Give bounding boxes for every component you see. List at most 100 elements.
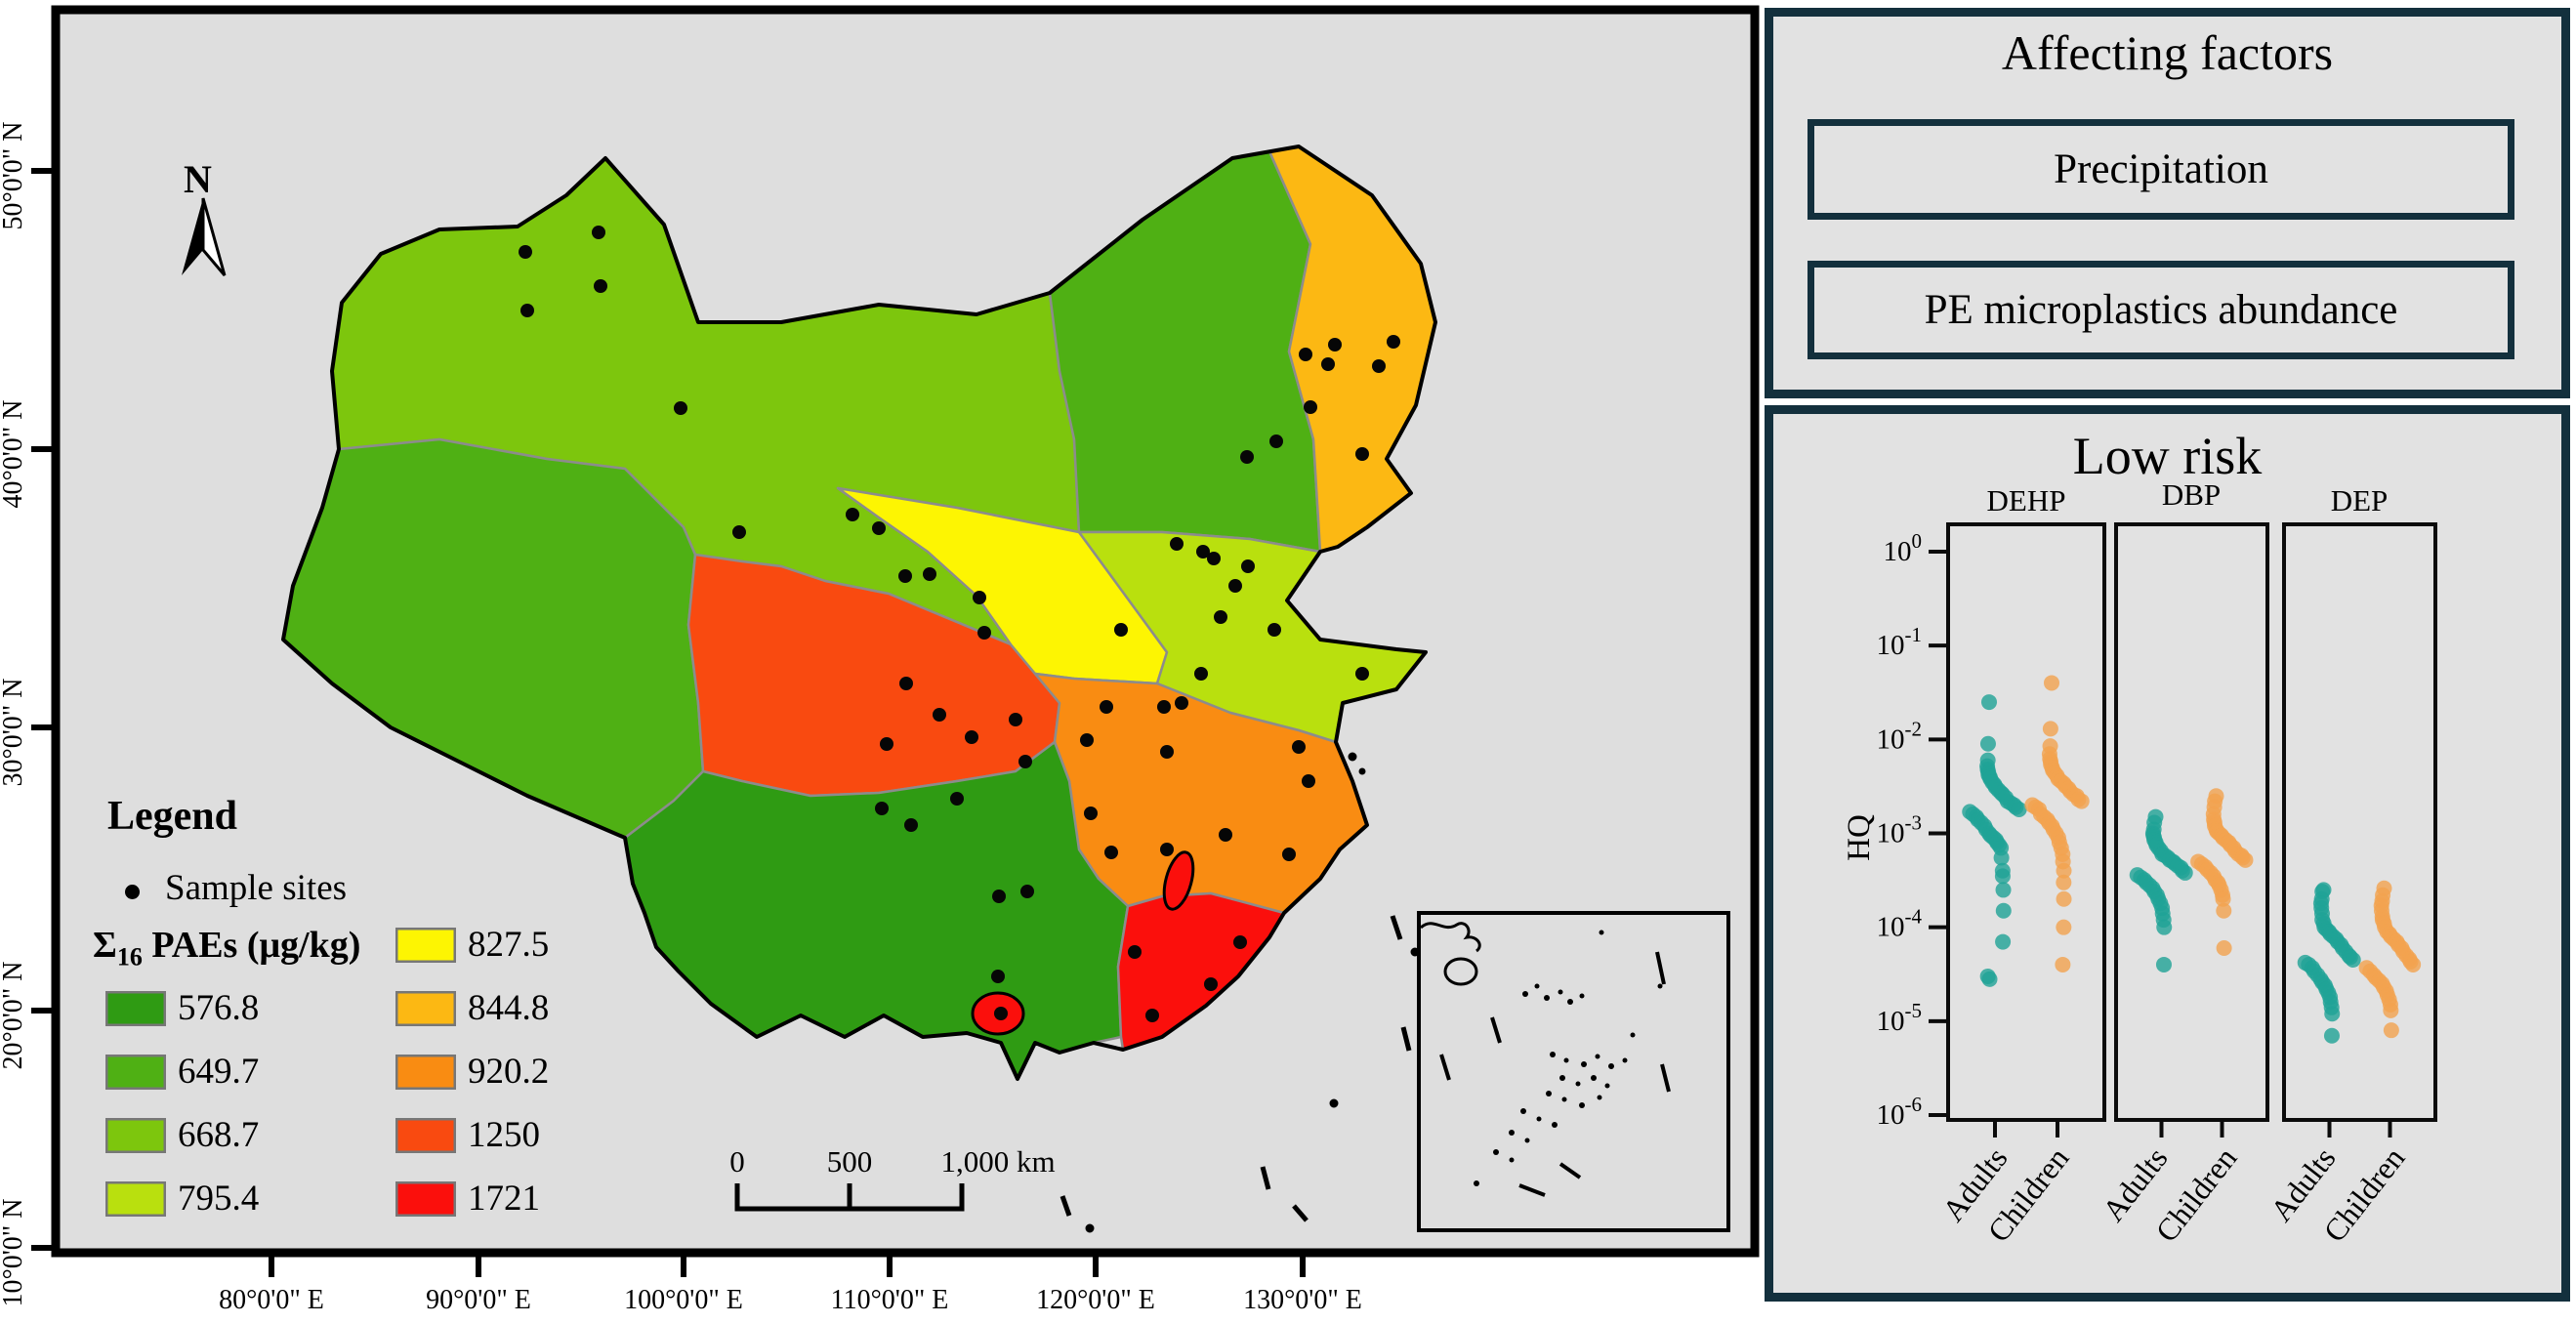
sample-site-dot xyxy=(846,508,859,521)
sample-site-dot xyxy=(1145,1009,1159,1022)
hq-point xyxy=(2011,801,2027,817)
hq-x-ticks xyxy=(1993,1120,2392,1138)
sample-site-dot xyxy=(899,677,913,690)
sample-site-dot xyxy=(1233,935,1247,949)
svg-text:50°0'0" N: 50°0'0" N xyxy=(0,122,28,230)
hq-point xyxy=(2216,902,2232,919)
sample-site-dot xyxy=(1282,848,1296,861)
sample-site-dot xyxy=(1321,357,1335,371)
hq-point xyxy=(2056,890,2072,907)
map-y-axis-labels: 50°0'0" N 40°0'0" N 30°0'0" N 20°0'0" N … xyxy=(0,122,28,1307)
hq-point xyxy=(1995,882,2012,898)
factor-pe-microplastics: PE microplastics abundance xyxy=(1807,261,2514,359)
hq-point xyxy=(2237,851,2254,868)
sample-site-dot xyxy=(1194,667,1208,681)
hq-point xyxy=(1993,849,2010,866)
sample-site-dot xyxy=(520,304,534,317)
low-risk-panel: DEHP DBP DEP HQ 100 10-1 10-2 10-3 10-4 10-5 1… xyxy=(1765,405,2570,1302)
sample-site-dot xyxy=(1214,610,1227,624)
sample-site-dot xyxy=(1128,945,1142,959)
sample-site-dot xyxy=(1175,696,1188,710)
sample-site-dot xyxy=(1372,359,1386,373)
affecting-factors-panel: Affecting factors Precipitation PE micro… xyxy=(1765,8,2570,398)
svg-text:20°0'0" N: 20°0'0" N xyxy=(0,962,28,1070)
sample-site-dot xyxy=(898,569,912,583)
sample-site-dot xyxy=(991,970,1005,983)
sample-site-dot xyxy=(519,245,532,259)
sample-site-dot xyxy=(1292,740,1306,754)
sample-site-dot xyxy=(1267,623,1281,637)
hq-point xyxy=(1981,971,1998,987)
y-tick-label: 10-5 xyxy=(1877,999,1923,1037)
dehp-plot-box xyxy=(1946,522,2106,1122)
sample-site-dot xyxy=(1084,807,1098,820)
hq-point xyxy=(2383,1002,2399,1018)
hq-point xyxy=(1995,933,2012,950)
hq-point xyxy=(2345,952,2361,969)
sample-site-dot xyxy=(1157,700,1171,714)
sample-site-dot xyxy=(1302,774,1315,788)
factor-precipitation: Precipitation xyxy=(1807,119,2514,220)
svg-text:1,000 km: 1,000 km xyxy=(940,1144,1055,1179)
sample-site-dot xyxy=(674,401,687,415)
sample-site-dot xyxy=(732,525,746,539)
inset-islands xyxy=(1474,930,1663,1186)
hq-point xyxy=(1979,735,1996,752)
hq-point xyxy=(2155,956,2172,972)
south-china-sea-inset xyxy=(1417,911,1730,1232)
hq-group-labels: Adults Children Adults Children Adults C… xyxy=(1935,1140,2412,1248)
svg-text:100°0'0" E: 100°0'0" E xyxy=(624,1285,743,1315)
sample-site-dot xyxy=(977,626,991,640)
sample-site-dot xyxy=(1020,885,1034,898)
sample-site-dot xyxy=(1241,559,1255,573)
hq-axis-label: HQ xyxy=(1842,814,1877,861)
dbp-title: DBP xyxy=(2162,477,2221,512)
sample-site-dot xyxy=(1304,400,1317,414)
china-outline xyxy=(281,145,1437,1081)
sample-site-dot xyxy=(904,818,918,832)
svg-text:130°0'0" E: 130°0'0" E xyxy=(1243,1285,1362,1315)
hq-point xyxy=(2324,1006,2341,1022)
hq-scatter-chart: DEHP DBP DEP HQ 10010-110-210-310-410-51… xyxy=(1842,477,2437,1249)
sample-site-dot xyxy=(1018,755,1032,768)
y-tick-label: 10-2 xyxy=(1877,717,1923,755)
y-tick-label: 100 xyxy=(1884,529,1923,567)
dbp-plot-box xyxy=(2114,522,2269,1122)
hq-point xyxy=(2323,1027,2340,1044)
sample-sites-layer xyxy=(519,226,1400,1022)
sample-site-dot xyxy=(872,521,886,535)
sample-site-dot xyxy=(1328,338,1342,352)
sample-site-dot xyxy=(1160,843,1174,856)
sample-site-dot xyxy=(1100,700,1113,714)
svg-text:120°0'0" E: 120°0'0" E xyxy=(1036,1285,1155,1315)
sample-site-dot xyxy=(994,1007,1008,1020)
svg-text:500: 500 xyxy=(827,1144,873,1179)
hq-point xyxy=(2156,919,2173,935)
sample-site-dot xyxy=(1355,667,1369,681)
svg-text:110°0'0" E: 110°0'0" E xyxy=(831,1285,949,1315)
dehp-title: DEHP xyxy=(1987,483,2066,517)
sample-site-dot xyxy=(950,792,964,806)
sample-site-dot xyxy=(1228,579,1242,593)
sample-site-dot xyxy=(1219,828,1232,842)
hq-point xyxy=(2056,874,2072,890)
sample-site-dot xyxy=(1080,733,1094,747)
hq-y-ticks: 100 10-1 10-2 10-3 10-4 10-5 10-6 xyxy=(1877,529,1948,1131)
map-axis-ticks xyxy=(31,168,1306,1277)
low-risk-title: Low risk xyxy=(2072,427,2263,485)
sample-site-dot xyxy=(1009,713,1022,726)
sample-site-dot xyxy=(1299,348,1312,361)
sample-site-dot xyxy=(594,279,607,293)
sample-site-dot xyxy=(1204,977,1218,991)
hq-point xyxy=(1994,868,2011,885)
scale-bar: 0 500 1,000 km xyxy=(729,1144,1056,1212)
north-arrow-icon: N xyxy=(182,157,227,276)
hq-point xyxy=(1995,902,2012,919)
sample-site-dot xyxy=(923,567,936,581)
hq-point xyxy=(2056,862,2072,879)
sample-site-dot xyxy=(1240,450,1254,464)
hq-point xyxy=(2044,675,2059,691)
sample-site-dot xyxy=(1207,552,1221,565)
